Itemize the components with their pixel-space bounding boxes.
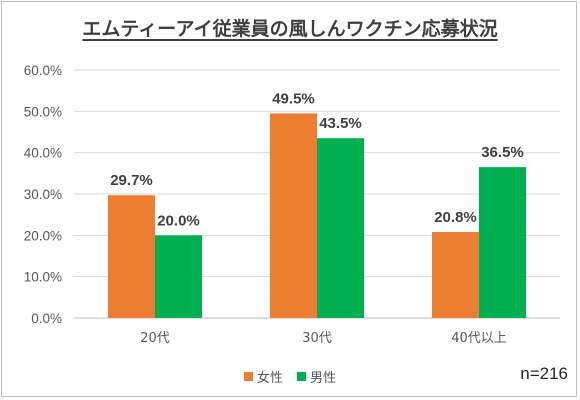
sample-size-note: n=216 <box>520 364 568 383</box>
data-label: 49.5% <box>272 90 315 107</box>
y-tick-label: 50.0% <box>24 104 62 119</box>
labels: 0.0% 10.0% 20.0% 30.0% 40.0% 50.0% 60.0% 29.7% 2… <box>24 63 524 346</box>
data-label: 20.8% <box>434 209 477 226</box>
legend: 女性 男性 <box>0 367 580 386</box>
chart-title: エムティーアイ従業員の風しんワクチン応募状況 <box>82 18 498 40</box>
y-tick-label: 40.0% <box>24 146 62 161</box>
y-tick-label: 10.0% <box>24 270 62 285</box>
bar <box>270 113 317 319</box>
legend-swatch-male <box>297 372 306 381</box>
y-tick-label: 30.0% <box>24 187 62 202</box>
bar <box>317 138 364 318</box>
bar <box>432 232 479 318</box>
y-tick-label: 20.0% <box>24 228 62 243</box>
legend-item-female: 女性 <box>243 367 283 386</box>
y-tick-label: 60.0% <box>24 63 62 78</box>
category-label: 30代 <box>302 331 332 346</box>
legend-label-male: 男性 <box>310 371 337 386</box>
legend-swatch-female <box>243 372 253 381</box>
data-label: 43.5% <box>319 115 362 132</box>
category-label: 40代以上 <box>451 331 507 346</box>
bar <box>155 235 202 318</box>
bars <box>108 113 526 319</box>
category-label: 20代 <box>140 331 170 346</box>
bar <box>108 195 155 318</box>
y-tick-label: 0.0% <box>31 311 62 326</box>
legend-label-female: 女性 <box>256 371 283 386</box>
data-label: 36.5% <box>481 144 524 161</box>
bar <box>479 167 526 318</box>
data-label: 20.0% <box>157 212 200 229</box>
data-label: 29.7% <box>110 172 153 189</box>
legend-item-male: 男性 <box>297 367 336 386</box>
